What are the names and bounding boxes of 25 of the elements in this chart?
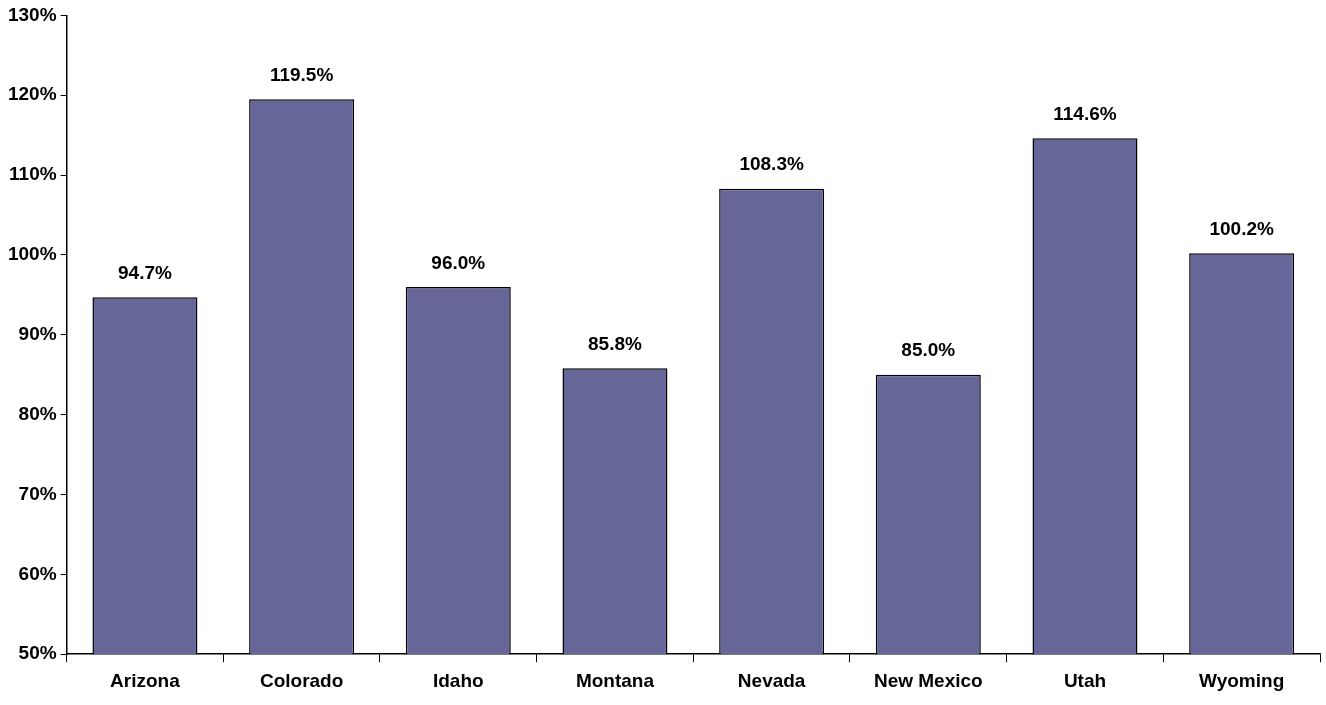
y-tick-label: 50% (18, 642, 57, 664)
y-tick-label: 120% (7, 83, 57, 105)
x-tick-label: Idaho (432, 669, 484, 691)
y-tick-label: 80% (18, 402, 57, 424)
x-tick-label: Arizona (110, 669, 181, 691)
y-tick-label: 70% (18, 482, 57, 504)
y-tick-label: 110% (9, 163, 57, 185)
data-label: 96.0% (431, 251, 486, 273)
y-tick-label: 90% (18, 323, 57, 345)
data-label: 85.0% (901, 339, 956, 361)
data-label: 85.8% (588, 333, 642, 355)
y-tick-label: 100% (7, 243, 57, 265)
x-tick-label: Nevada (737, 669, 806, 691)
x-tick-label: Wyoming (1199, 669, 1285, 691)
x-tick-label: New Mexico (873, 669, 983, 691)
data-label: 114.6% (1053, 103, 1117, 125)
data-label: 119.5% (269, 63, 334, 85)
data-label: 94.7% (118, 262, 172, 283)
y-tick-label: 130% (7, 3, 57, 25)
data-label: 108.3% (739, 153, 804, 175)
data-label: 100.2% (1209, 218, 1274, 240)
x-tick-label: Utah (1063, 669, 1107, 691)
x-tick-label: Colorado (259, 669, 344, 691)
x-tick-label: Montana (575, 669, 655, 691)
y-tick-label: 60% (18, 562, 57, 584)
